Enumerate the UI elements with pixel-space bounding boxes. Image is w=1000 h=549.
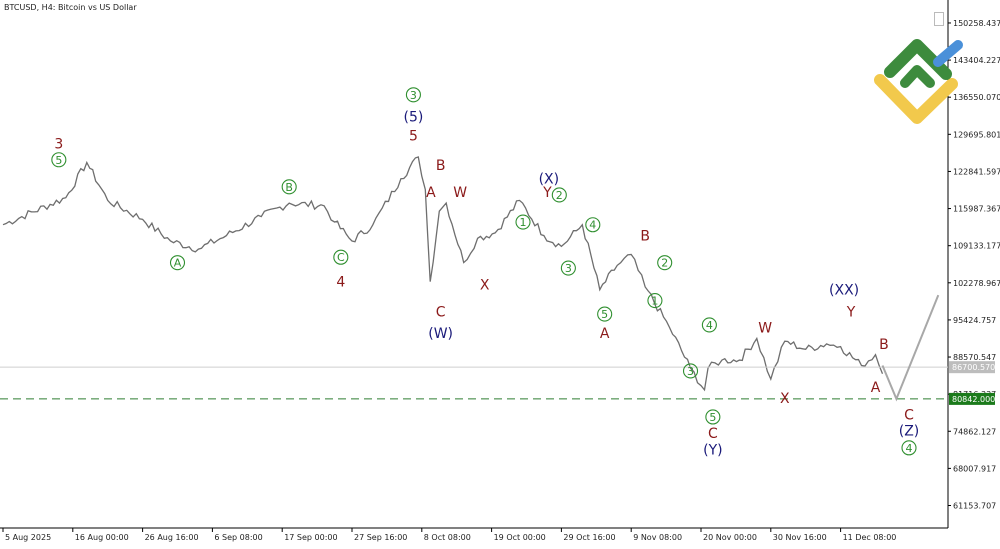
y-axis-label: 68007.917 xyxy=(953,464,996,473)
wave-label-circle xyxy=(701,317,717,333)
wave-label: 2 xyxy=(661,257,668,270)
y-axis-label: 129695.801 xyxy=(953,130,1000,139)
x-axis-label: 17 Sep 00:00 xyxy=(284,533,337,542)
brand-logo xyxy=(874,39,963,124)
wave-label-circle xyxy=(705,409,721,425)
wave-label-circle xyxy=(169,255,186,271)
wave-label: A xyxy=(174,257,182,270)
wave-label: C xyxy=(337,251,345,264)
wave-label: 5 xyxy=(601,308,608,321)
wave-label: C xyxy=(904,407,914,423)
wave-label-circle xyxy=(560,260,576,276)
wave-label: (5) xyxy=(404,109,424,125)
wave-label-circle xyxy=(51,152,67,168)
logo-green-arm xyxy=(900,65,935,88)
wave-label-circle xyxy=(515,214,531,230)
wave-label-circle xyxy=(597,306,613,322)
y-axis-label: 143404.227 xyxy=(953,56,1000,65)
x-axis-label: 8 Oct 08:00 xyxy=(424,533,471,542)
chart-title: BTCUSD, H4: Bitcoin vs US Dollar xyxy=(4,3,137,12)
y-axis-label: 122841.597 xyxy=(953,167,1000,176)
y-axis-label: 95424.757 xyxy=(953,316,996,325)
wave-label: 4 xyxy=(336,275,345,291)
wave-label: W xyxy=(758,321,772,337)
wave-label-circle xyxy=(901,440,917,456)
current-price-badge: 86700.570 xyxy=(952,363,995,372)
wave-label: 4 xyxy=(589,219,596,232)
x-axis-label: 6 Sep 08:00 xyxy=(214,533,262,542)
y-axis-label: 136550.070 xyxy=(953,93,1000,102)
wave-label: (XX) xyxy=(829,283,859,299)
wave-label-circle xyxy=(657,255,673,271)
x-axis-label: 16 Aug 00:00 xyxy=(75,533,129,542)
wave-label: C xyxy=(708,426,718,442)
wave-label: 1 xyxy=(520,216,527,229)
current-price-badge-bg xyxy=(949,361,995,374)
wave-label-circle xyxy=(585,217,601,233)
wave-label: X xyxy=(480,277,490,293)
y-axis-label: 61153.707 xyxy=(953,502,996,511)
x-axis-label: 30 Nov 16:00 xyxy=(773,533,827,542)
wave-label-circle xyxy=(551,187,567,203)
y-axis-label: 150258.437 xyxy=(953,19,1000,28)
wave-label: 3 xyxy=(54,137,63,153)
price-series-line xyxy=(2,156,884,392)
wave-label: A xyxy=(871,380,881,396)
support-level-badge-bg xyxy=(949,392,995,405)
wave-label: 5 xyxy=(55,154,62,167)
x-axis-label: 19 Oct 00:00 xyxy=(494,533,546,542)
logo-yellow-stroke xyxy=(874,74,958,124)
y-axis-label: 102278.967 xyxy=(953,279,1000,288)
wave-label: W xyxy=(453,185,467,201)
wave-label: Y xyxy=(846,304,856,320)
wave-label: 2 xyxy=(556,189,563,202)
support-level-badge: 80842.000 xyxy=(952,395,995,404)
x-axis-label: 20 Nov 00:00 xyxy=(703,533,757,542)
x-axis-label: 27 Sep 16:00 xyxy=(354,533,407,542)
wave-label-circle xyxy=(333,249,349,265)
wave-label: (X) xyxy=(539,172,560,188)
x-axis-label: 11 Dec 08:00 xyxy=(843,533,897,542)
wave-label: 5 xyxy=(709,411,716,424)
x-axis-label: 9 Nov 08:00 xyxy=(633,533,682,542)
wave-label: 3 xyxy=(687,365,694,378)
wave-label: B xyxy=(879,337,889,353)
wave-label: 5 xyxy=(409,128,418,144)
wave-label: 1 xyxy=(651,295,658,308)
wave-label: (W) xyxy=(428,326,453,342)
wave-label: 3 xyxy=(410,89,417,102)
wave-label: 4 xyxy=(906,442,913,455)
x-axis-label: 29 Oct 16:00 xyxy=(563,533,615,542)
y-axis-label: 115987.367 xyxy=(953,205,1000,214)
x-axis-label: 5 Aug 2025 xyxy=(5,533,51,542)
wave-label: Y xyxy=(542,185,552,201)
y-axis-label: 109133.177 xyxy=(953,242,1000,251)
wave-label: C xyxy=(436,304,446,320)
wave-label: 3 xyxy=(565,262,572,275)
wave-label: B xyxy=(640,229,650,245)
wave-label-circle xyxy=(281,179,297,195)
wave-label: B xyxy=(436,158,446,174)
wave-label: A xyxy=(600,326,610,342)
wave-label: A xyxy=(426,185,436,201)
wave-label-circle xyxy=(405,87,421,103)
wave-label: (Y) xyxy=(703,442,722,458)
wave-label: (Z) xyxy=(899,424,920,440)
y-axis-label: 88570.547 xyxy=(953,353,996,362)
wave-label-circle xyxy=(682,363,699,379)
wave-label: X xyxy=(780,391,790,407)
wave-label-circle xyxy=(647,293,663,309)
x-axis-label: 26 Aug 16:00 xyxy=(145,533,199,542)
y-axis-label: 74862.127 xyxy=(953,427,996,436)
wave-label: B xyxy=(285,181,293,194)
chart-scroll-button[interactable] xyxy=(934,12,944,26)
projection-path xyxy=(881,294,940,402)
logo-blue-stroke xyxy=(933,40,963,67)
wave-label: 4 xyxy=(706,319,713,332)
